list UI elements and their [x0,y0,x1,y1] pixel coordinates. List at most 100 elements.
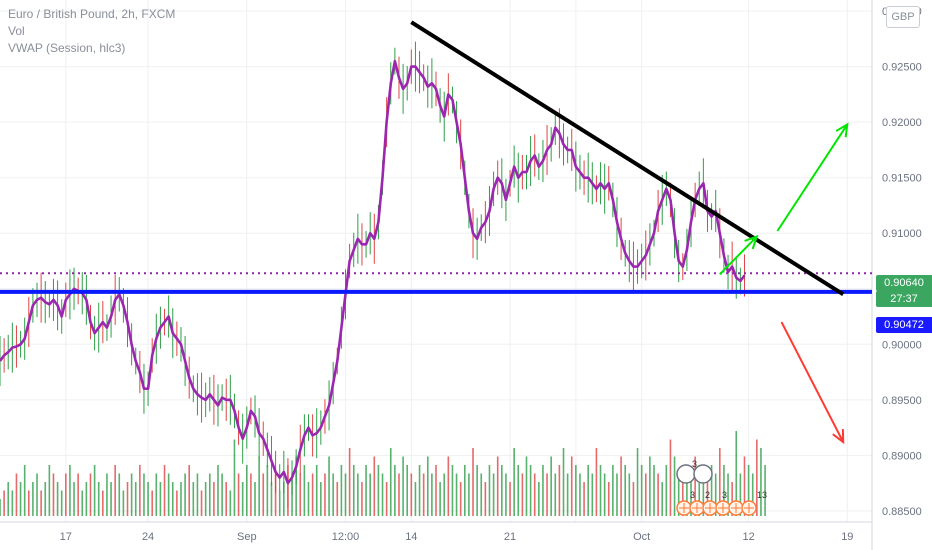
volume-bar [443,473,446,516]
volume-bar [171,482,174,516]
volume-bar [657,473,659,516]
volume-indicator-label[interactable]: Vol [8,24,25,38]
volume-bar [250,473,252,516]
volume-bar [394,465,396,516]
symbol-title[interactable]: Euro / British Pound, 2h, FXCM [8,7,176,21]
volume-bar [348,448,351,516]
volume-bar [163,465,166,516]
volume-bar [739,473,742,516]
y-tick-label: 0.92000 [882,117,922,129]
volume-bar [60,490,63,516]
volume-bar [97,482,100,516]
volume-bar [480,473,483,516]
volume-bar [575,465,577,516]
volume-bar [102,490,104,516]
volume-bar [377,465,380,516]
volume-bar [521,473,524,516]
volume-bar [15,473,18,516]
x-tick-label: 19 [841,531,853,543]
volume-bar [414,482,417,516]
volume-bar [496,456,499,516]
volume-bar [143,473,145,516]
volume-bar [673,456,676,516]
volume-bar [237,473,240,516]
volume-bar [562,448,565,516]
x-tick-label: 24 [142,531,154,543]
volume-bar [439,482,441,516]
volume-bar [307,482,310,516]
volume-bar [579,473,581,516]
volume-bar [245,465,248,516]
volume-bar [558,465,561,516]
event-badge-count: 2 [705,490,710,500]
x-tick-label: 14 [405,531,417,543]
volume-bar [93,465,96,516]
volume-bar [677,473,680,516]
volume-bar [566,473,569,516]
volume-bar [369,473,371,516]
volume-bar [159,482,162,516]
volume-bar [468,473,470,516]
volume-bar [422,473,425,516]
event-badge-count: 3 [722,490,727,500]
chart-legend: Euro / British Pound, 2h, FXCM Vol VWAP … [8,6,175,57]
volume-bar [0,499,1,516]
support-price-tag: 0.90472 [876,317,932,333]
direction-arrow-shaft [780,321,845,443]
volume-bar [533,473,536,516]
volume-bar [19,482,22,516]
volume-bar [229,490,232,516]
volume-bar [32,482,34,516]
volume-bar [217,465,219,516]
volume-bar [344,473,347,516]
volume-bar [48,465,51,516]
volume-bar [254,482,256,516]
volume-bar [505,473,507,516]
volume-bar [208,473,211,516]
volume-bar [649,456,651,516]
direction-arrow-shaft [719,235,758,276]
volume-bar [455,473,458,516]
volume-bar [315,465,318,516]
volume-bar [266,465,269,516]
volume-bar [714,473,717,516]
volume-bar [139,465,141,516]
currency-button[interactable]: GBP [886,6,920,28]
volume-bar [681,465,684,516]
direction-arrow-head [835,122,849,138]
countdown-tag: 27:37 [876,291,932,307]
volume-bar [644,473,647,516]
volume-bar [352,465,355,516]
volume-bar [706,482,709,516]
volume-bar [340,465,343,516]
volume-bar [702,473,705,516]
volume-bar [488,465,491,516]
volume-bar [542,465,544,516]
volume-bar [406,465,409,516]
volume-bar [554,473,557,516]
volume-bar [751,473,754,516]
volume-bar [743,456,746,516]
volume-bar [517,465,520,516]
y-tick-label: 0.91000 [882,228,922,240]
y-tick-label: 0.89500 [882,395,922,407]
volume-bar [332,473,334,516]
volume-bar [760,448,762,516]
volume-bar [587,465,589,516]
volume-bar [204,482,207,516]
volume-bar [731,482,733,516]
volume-bar [570,456,573,516]
volume-bar [686,482,688,516]
volume-bar [476,465,478,516]
volume-bar [176,490,178,516]
direction-arrow-shaft [776,123,849,232]
volume-bar [665,465,668,516]
volume-bar [3,490,5,516]
volume-bar [320,482,322,516]
vwap-indicator-label[interactable]: VWAP (Session, hlc3) [8,41,126,55]
volume-bar [192,482,195,516]
volume-bar [492,473,495,516]
volume-bar [616,473,618,516]
volume-bar [451,465,454,516]
